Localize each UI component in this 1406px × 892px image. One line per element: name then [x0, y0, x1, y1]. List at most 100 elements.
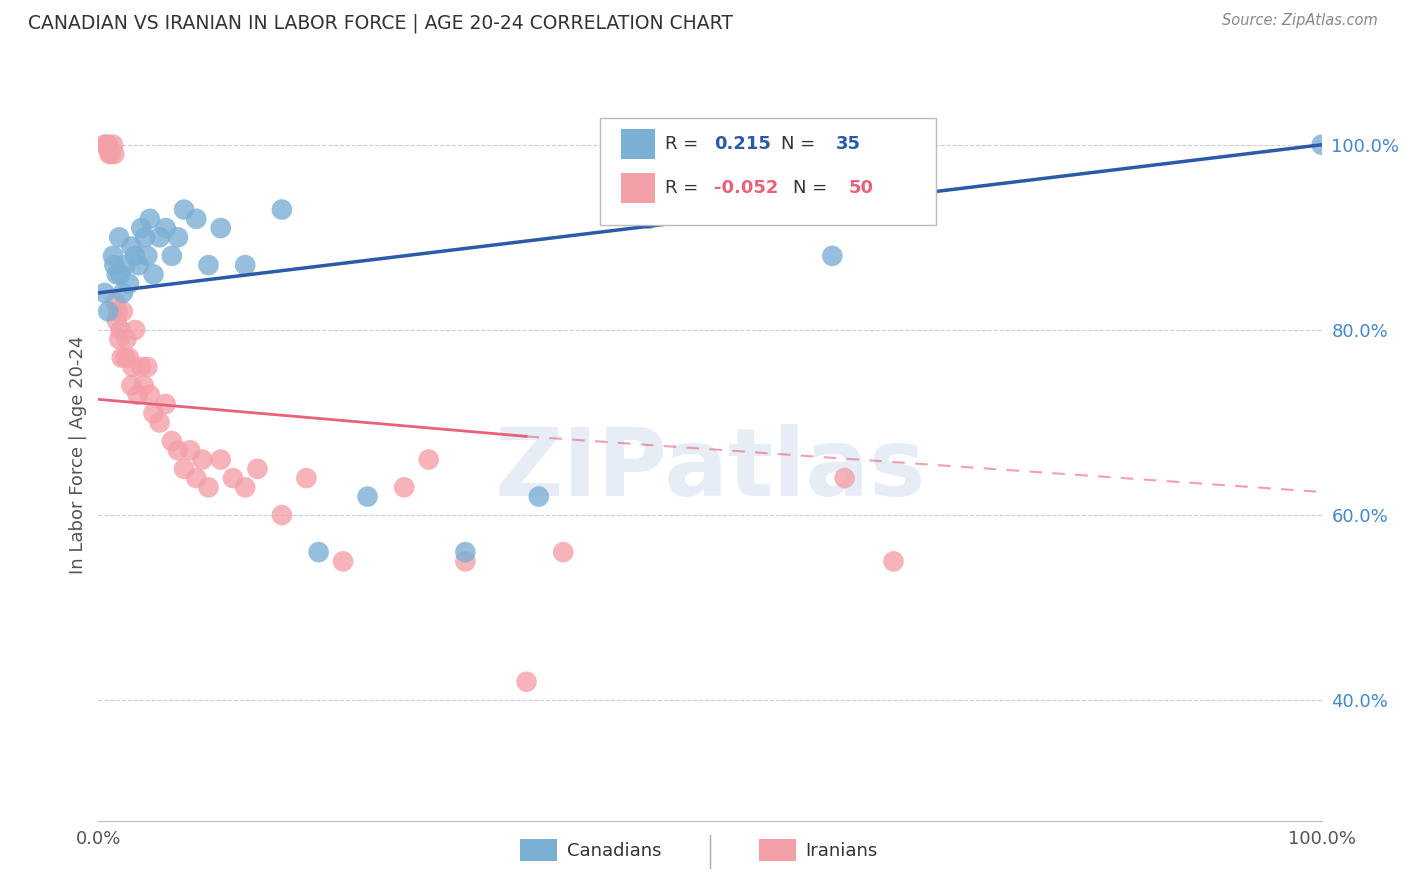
- Point: [160, 249, 183, 263]
- Point: [127, 388, 149, 402]
- Point: [179, 443, 201, 458]
- Point: [105, 268, 128, 282]
- Point: [101, 137, 124, 152]
- Point: [454, 554, 477, 568]
- Point: [121, 359, 143, 374]
- Point: [108, 332, 131, 346]
- Point: [105, 313, 128, 327]
- FancyBboxPatch shape: [759, 838, 796, 861]
- Point: [139, 388, 162, 402]
- Point: [115, 332, 138, 346]
- Point: [191, 452, 214, 467]
- Point: [110, 323, 132, 337]
- Point: [124, 323, 146, 337]
- Point: [136, 359, 159, 374]
- Point: [114, 351, 136, 365]
- Point: [308, 545, 330, 559]
- Point: [136, 249, 159, 263]
- Text: 50: 50: [848, 179, 873, 197]
- Point: [111, 285, 134, 300]
- Text: 35: 35: [837, 135, 860, 153]
- Point: [209, 452, 232, 467]
- Point: [142, 406, 165, 420]
- Point: [515, 674, 537, 689]
- Point: [1310, 137, 1333, 152]
- Point: [332, 554, 354, 568]
- Text: N =: N =: [793, 179, 834, 197]
- Point: [197, 480, 219, 494]
- Point: [149, 416, 172, 430]
- Point: [553, 545, 575, 559]
- Point: [97, 304, 120, 318]
- Point: [118, 277, 141, 291]
- Point: [173, 202, 195, 217]
- Point: [270, 202, 294, 217]
- Point: [101, 249, 124, 263]
- Point: [111, 304, 134, 318]
- Text: R =: R =: [665, 135, 704, 153]
- Point: [129, 221, 152, 235]
- Text: Canadians: Canadians: [567, 842, 661, 861]
- Point: [97, 137, 120, 152]
- Point: [149, 230, 172, 244]
- Point: [142, 268, 165, 282]
- Point: [821, 249, 844, 263]
- Point: [129, 359, 152, 374]
- FancyBboxPatch shape: [600, 119, 936, 225]
- Point: [209, 221, 232, 235]
- Point: [134, 230, 156, 244]
- Point: [114, 258, 136, 272]
- Point: [118, 351, 141, 365]
- Point: [124, 249, 146, 263]
- Point: [120, 239, 142, 253]
- Point: [108, 230, 131, 244]
- FancyBboxPatch shape: [520, 838, 557, 861]
- Text: Iranians: Iranians: [806, 842, 877, 861]
- Point: [93, 285, 115, 300]
- Point: [233, 258, 256, 272]
- Text: 0.215: 0.215: [714, 135, 770, 153]
- Point: [100, 147, 122, 161]
- Point: [233, 480, 256, 494]
- Point: [270, 508, 294, 522]
- Text: Source: ZipAtlas.com: Source: ZipAtlas.com: [1222, 13, 1378, 29]
- Point: [883, 554, 905, 568]
- Text: CANADIAN VS IRANIAN IN LABOR FORCE | AGE 20-24 CORRELATION CHART: CANADIAN VS IRANIAN IN LABOR FORCE | AGE…: [28, 13, 733, 33]
- Point: [96, 137, 118, 152]
- Point: [104, 295, 127, 310]
- Point: [454, 545, 477, 559]
- Point: [132, 378, 155, 392]
- Point: [93, 137, 115, 152]
- Point: [167, 443, 190, 458]
- Point: [167, 230, 190, 244]
- Point: [110, 268, 132, 282]
- Point: [139, 211, 162, 226]
- FancyBboxPatch shape: [620, 128, 655, 160]
- Point: [155, 397, 177, 411]
- Point: [103, 258, 125, 272]
- Text: -0.052: -0.052: [714, 179, 778, 197]
- Point: [160, 434, 183, 448]
- Point: [98, 147, 121, 161]
- Point: [186, 211, 208, 226]
- Point: [94, 137, 117, 152]
- Point: [120, 378, 142, 392]
- Point: [356, 490, 378, 504]
- Point: [527, 490, 550, 504]
- Text: ZIPatlas: ZIPatlas: [495, 424, 925, 516]
- Point: [197, 258, 219, 272]
- Point: [392, 480, 416, 494]
- Point: [638, 211, 661, 226]
- Point: [173, 462, 195, 476]
- Point: [107, 304, 129, 318]
- Point: [222, 471, 245, 485]
- Text: R =: R =: [665, 179, 704, 197]
- Y-axis label: In Labor Force | Age 20-24: In Labor Force | Age 20-24: [69, 335, 87, 574]
- Point: [418, 452, 440, 467]
- Point: [246, 462, 269, 476]
- FancyBboxPatch shape: [620, 172, 655, 203]
- Point: [111, 351, 134, 365]
- Point: [186, 471, 208, 485]
- Point: [155, 221, 177, 235]
- Point: [103, 147, 125, 161]
